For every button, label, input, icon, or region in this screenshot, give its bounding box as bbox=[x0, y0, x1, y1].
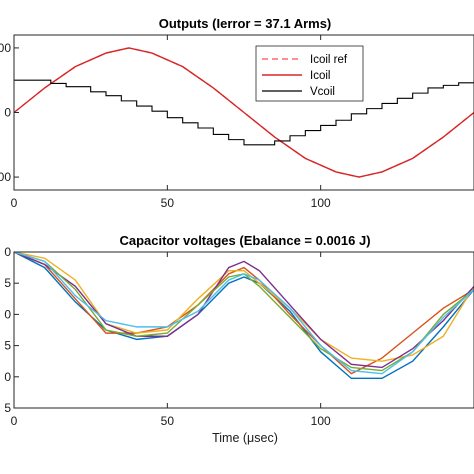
capacitor-xtick-label: 100 bbox=[311, 414, 331, 428]
legend-entry-icoil: Icoil bbox=[310, 70, 330, 82]
x-axis-label: Time (μsec) bbox=[212, 431, 278, 445]
capacitor-voltages-plot: Capacitor voltages (Ebalance = 0.0016 J)… bbox=[4, 233, 474, 445]
capacitor-ytick-label: 5 bbox=[4, 339, 11, 353]
capacitor-ytick-label: 0 bbox=[4, 370, 11, 384]
capacitor-xtick-label: 50 bbox=[161, 414, 175, 428]
outputs-ytick-label: 00 bbox=[0, 41, 11, 55]
legend: Icoil ref Icoil Vcoil bbox=[255, 45, 364, 102]
capacitor-axes-box bbox=[13, 251, 474, 409]
legend-entry-vcoil: Vcoil bbox=[310, 86, 335, 98]
capacitor-title: Capacitor voltages (Ebalance = 0.0016 J) bbox=[119, 233, 370, 248]
legend-box bbox=[255, 45, 364, 102]
capacitor-series-2 bbox=[13, 251, 474, 375]
capacitor-ytick-label: 5 bbox=[4, 401, 11, 415]
capacitor-series-6 bbox=[13, 251, 474, 375]
outputs-title: Outputs (Ierror = 37.1 Arms) bbox=[159, 16, 332, 31]
capacitor-series-3 bbox=[13, 251, 474, 362]
outputs-series-vcoil bbox=[14, 79, 474, 146]
outputs-series-icoil bbox=[13, 47, 474, 178]
outputs-ytick-label: 0 bbox=[4, 106, 11, 120]
legend-entry-icoil-ref: Icoil ref bbox=[310, 54, 348, 66]
capacitor-xtick-label: 0 bbox=[11, 414, 18, 428]
capacitor-ytick-label: 5 bbox=[4, 276, 11, 290]
outputs-xtick-label: 0 bbox=[11, 196, 18, 210]
capacitor-ytick-label: 0 bbox=[4, 307, 11, 321]
capacitor-ytick-label: 0 bbox=[4, 245, 11, 259]
outputs-xtick-label: 50 bbox=[161, 196, 175, 210]
capacitor-series-4 bbox=[13, 251, 474, 369]
outputs-xtick-label: 100 bbox=[311, 196, 331, 210]
outputs-ytick-label: 00 bbox=[0, 170, 11, 184]
outputs-plot: Outputs (Ierror = 37.1 Arms) 0 50 10000000… bbox=[0, 16, 474, 210]
